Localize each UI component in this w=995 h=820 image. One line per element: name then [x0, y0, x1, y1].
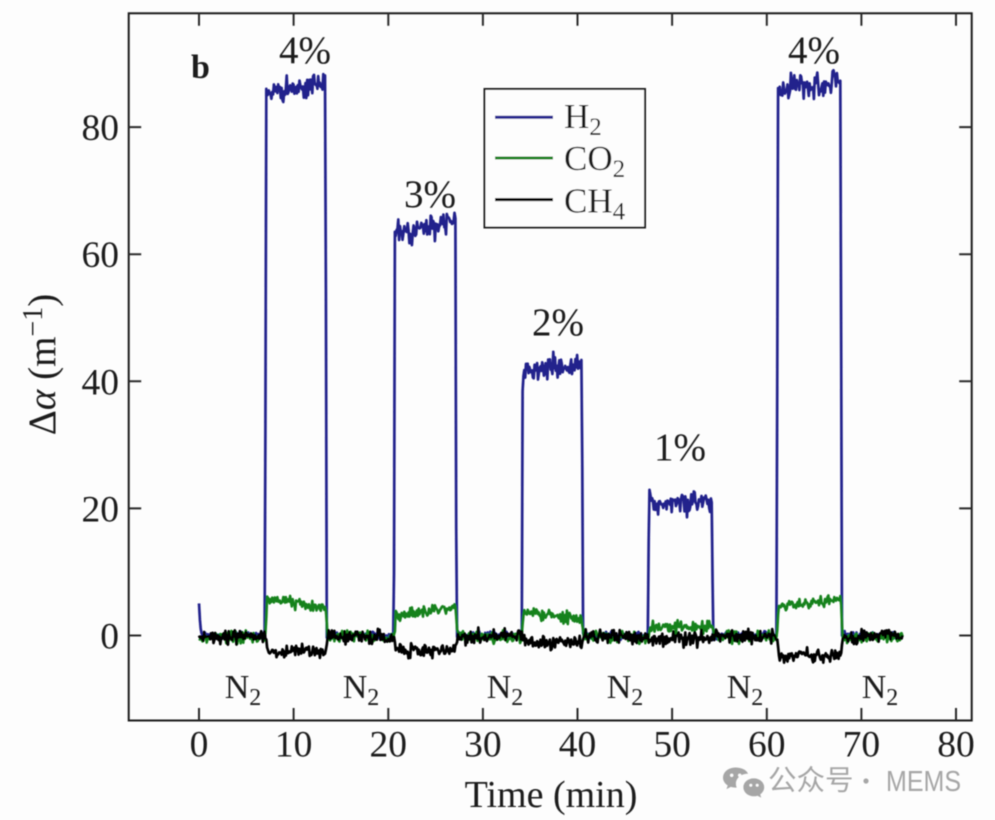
- svg-text:40: 40: [559, 725, 597, 766]
- svg-text:30: 30: [464, 725, 502, 766]
- svg-text:2%: 2%: [532, 301, 584, 344]
- svg-text:0: 0: [100, 617, 119, 658]
- svg-text:70: 70: [843, 725, 881, 766]
- svg-text:20: 20: [370, 725, 408, 766]
- svg-text:80: 80: [937, 725, 975, 766]
- svg-text:50: 50: [653, 725, 691, 766]
- svg-text:10: 10: [275, 725, 313, 766]
- svg-text:20: 20: [82, 489, 120, 530]
- svg-text:b: b: [191, 49, 210, 86]
- svg-text:40: 40: [82, 362, 120, 403]
- svg-text:MEMS: MEMS: [886, 766, 961, 798]
- svg-text:4%: 4%: [788, 29, 840, 72]
- svg-text:80: 80: [82, 108, 120, 149]
- svg-text:1%: 1%: [654, 426, 706, 469]
- svg-text:Time (min): Time (min): [465, 774, 638, 816]
- svg-text:3%: 3%: [404, 173, 456, 216]
- svg-text:0: 0: [190, 725, 209, 766]
- svg-text:60: 60: [82, 235, 120, 276]
- svg-text:4%: 4%: [279, 29, 331, 72]
- svg-text:60: 60: [748, 725, 786, 766]
